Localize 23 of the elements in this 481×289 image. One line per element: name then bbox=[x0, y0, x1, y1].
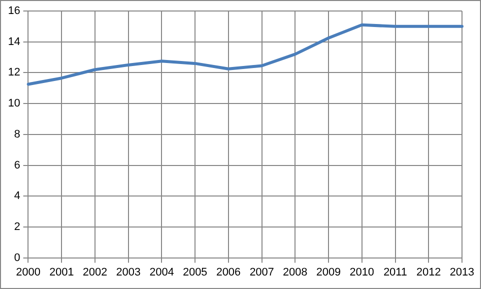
y-tick-label: 0 bbox=[14, 252, 20, 264]
y-tick-label: 2 bbox=[14, 220, 20, 233]
y-tick-label: 14 bbox=[8, 36, 20, 48]
x-tick-label: 2007 bbox=[250, 266, 274, 278]
x-tick-label: 2009 bbox=[316, 266, 341, 278]
y-tick-label: 6 bbox=[14, 159, 20, 172]
x-tick-label: 2012 bbox=[416, 266, 441, 278]
y-tick-label: 8 bbox=[14, 128, 20, 140]
y-tick-label: 10 bbox=[8, 98, 20, 110]
x-tick-label: 2008 bbox=[282, 266, 308, 278]
y-tick-label: 4 bbox=[14, 190, 20, 202]
x-tick-label: 2003 bbox=[116, 266, 141, 278]
x-tick-label: 2004 bbox=[149, 266, 174, 278]
x-tick-label: 2005 bbox=[182, 266, 208, 278]
x-tick-label: 2001 bbox=[49, 266, 74, 278]
x-tick-label: 2002 bbox=[82, 266, 108, 278]
x-tick-label: 2010 bbox=[350, 266, 374, 278]
x-tick-label: 2006 bbox=[216, 266, 241, 278]
y-tick-label: 12 bbox=[8, 66, 20, 79]
x-tick-label: 2011 bbox=[383, 266, 408, 278]
y-tick-label: 16 bbox=[8, 5, 20, 18]
x-tick-label: 2013 bbox=[450, 266, 474, 278]
x-tick-label: 2000 bbox=[16, 266, 40, 278]
